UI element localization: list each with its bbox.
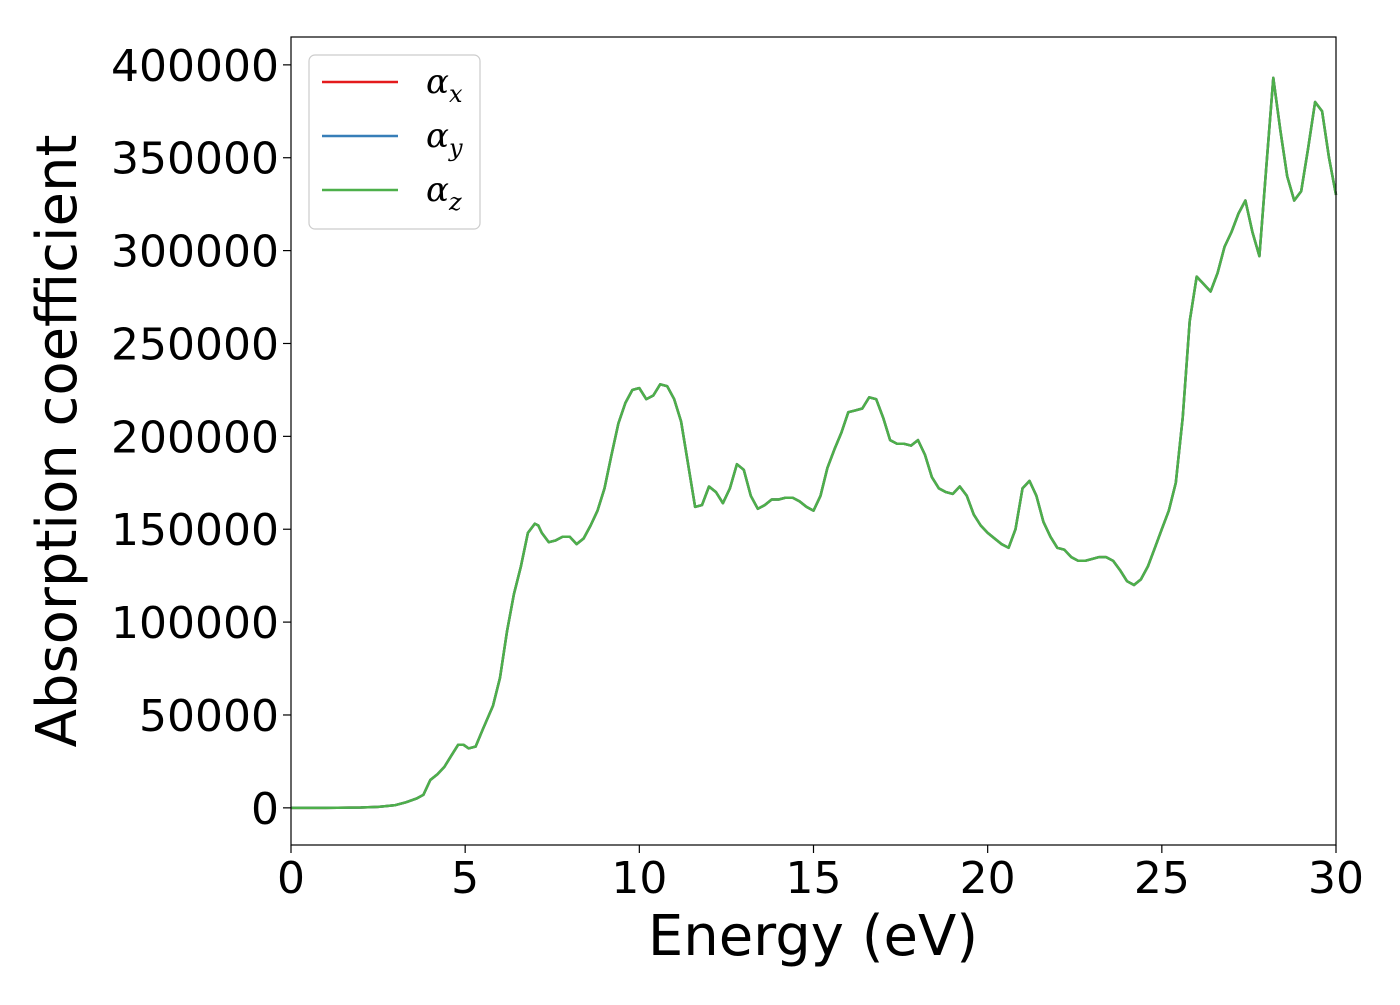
x-tick-label: 25 [1134,853,1190,904]
x-tick-label: 30 [1308,853,1364,904]
y-axis-title: Absorption coefficient [25,135,90,748]
y-tick-label: 200000 [111,412,279,463]
y-tick-label: 250000 [111,319,279,370]
x-tick-label: 0 [277,853,305,904]
y-tick-label: 0 [251,784,279,835]
x-tick-label: 20 [960,853,1016,904]
ticks-layer: 0 5 10 15 20 25 30 0 50000 100000 150000 200000 2500… [111,41,1364,904]
y-tick-label: 300000 [111,227,279,278]
y-tick-label: 150000 [111,505,279,556]
x-axis-title: Energy (eV) [648,904,978,969]
x-tick-label: 15 [786,853,842,904]
series-line-3 [291,76,1338,810]
y-tick-label: 100000 [111,598,279,649]
y-tick-label: 50000 [139,691,279,742]
legend-box [308,54,481,230]
legend-label-3: αz [426,170,462,216]
x-tick-label: 10 [611,853,667,904]
legend-label-2: αy [426,116,463,162]
x-tick-label: 5 [451,853,479,904]
y-tick-label: 400000 [111,41,279,92]
legend: αx αy αz [308,54,481,230]
series-layer [291,76,1338,810]
y-tick-label: 350000 [111,134,279,185]
legend-label-1: αx [426,62,463,108]
